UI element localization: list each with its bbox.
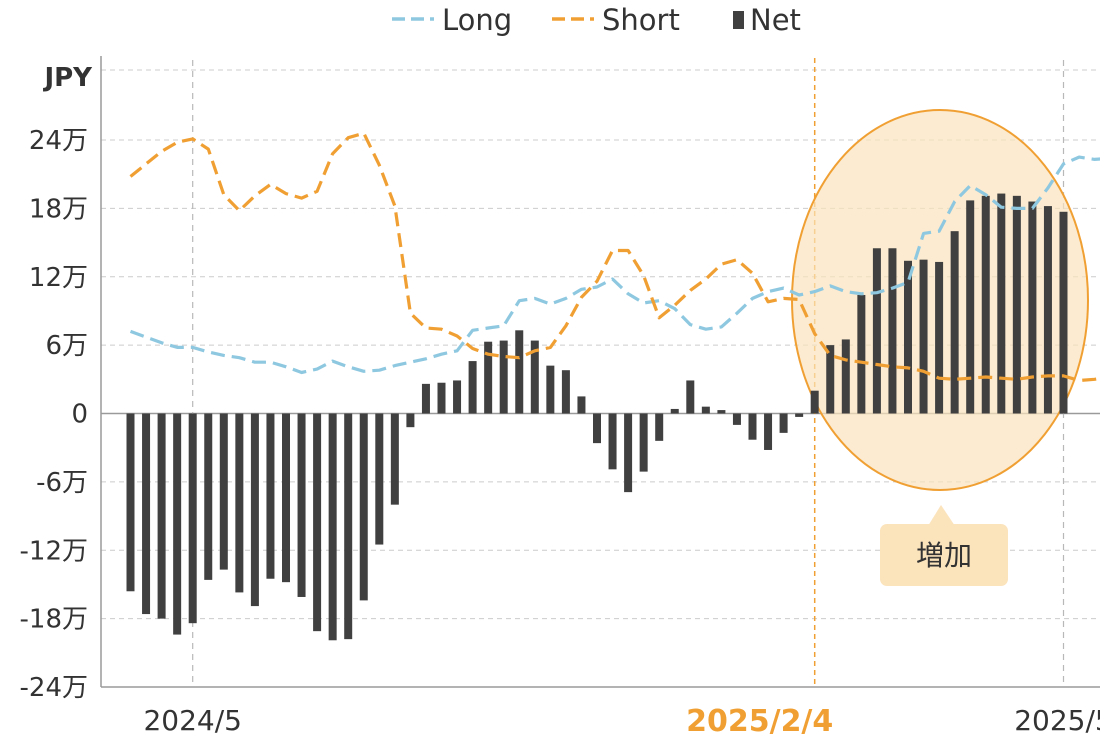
net-bar [499,340,508,414]
y-tick-label: 18万 [29,194,88,224]
y-tick-label: 6万 [45,331,88,361]
net-bar [313,413,322,632]
net-bar [1012,195,1021,414]
net-bar [282,413,290,583]
net-bar [826,345,835,414]
net-bar [779,413,788,433]
y-tick-label: 0 [71,400,88,430]
highlight-date-label: 2025/2/4 [686,704,833,739]
x-tick-label: 2024/5 [143,704,242,737]
axes: 24万 18万 12万 6万 0 -6万 -12万 -18万 -24万 2024/5 2025/5 2… [20,56,1100,739]
callout-pointer [928,505,955,526]
net-bar [639,413,648,472]
net-bar [732,413,741,425]
net-bar [515,330,524,414]
net-bar [608,413,617,470]
net-bar [919,259,928,414]
net-bar [297,413,306,597]
net-bar [997,193,1006,414]
net-bar [344,413,353,640]
legend: Long Short Net [392,3,801,37]
net-bars [126,193,1068,641]
net-bar [904,260,912,414]
net-bar [437,382,446,414]
net-bar [561,370,570,414]
net-bar [701,406,710,414]
net-bar [670,408,679,414]
net-bar [888,248,897,414]
net-bar [173,413,182,635]
net-bar [359,413,368,601]
net-bar [375,413,384,545]
net-bar [421,383,430,414]
y-tick-label: 24万 [29,126,88,156]
net-bar [157,413,166,619]
net-bar [764,413,773,450]
net-bar [546,365,555,414]
net-bar [390,413,399,505]
y-tick-label: -18万 [20,605,88,635]
net-bar [204,413,213,580]
legend-label: Net [750,3,801,37]
net-bar [872,248,881,414]
net-bar [468,361,477,414]
y-axis-unit: JPY [42,63,93,93]
net-bar [857,294,866,414]
net-bar [1059,211,1068,414]
net-bar [266,413,275,579]
net-bar [686,380,695,414]
net-bar [624,413,633,493]
net-bar [810,390,819,414]
net-bar [219,413,228,570]
series-lines [129,131,1100,383]
net-bar [142,413,151,615]
net-bar [593,413,601,444]
net-bar [841,339,850,414]
net-bar [1028,201,1037,414]
net-bar [250,413,259,607]
net-bar [484,341,493,414]
net-bar [950,231,959,414]
net-bar [530,340,539,414]
short-line [129,131,1100,383]
callout-box [880,524,1008,586]
net-bar [1043,206,1052,414]
y-tick-label: -24万 [20,673,88,703]
net-bar [406,413,415,428]
net-bar [453,380,462,414]
legend-label: Short [602,3,680,37]
net-bar [795,413,804,417]
net-bar [235,413,244,593]
legend-swatch [733,11,744,29]
long-line [129,155,1100,375]
callout-label: 増加 [916,539,972,572]
net-bar [188,413,197,624]
y-tick-label: -12万 [20,536,88,566]
net-bar [935,261,944,414]
net-bar [717,410,726,414]
net-bar [328,413,337,641]
net-bar [126,413,135,592]
y-tick-label: -6万 [36,468,88,498]
net-bar [981,195,990,414]
net-bar [655,413,664,441]
y-tick-label: 12万 [29,263,88,293]
net-bar [966,200,975,414]
net-bar [577,396,586,414]
x-tick-label: 2025/5 [1014,704,1100,737]
net-bar [748,413,757,440]
legend-label: Long [442,3,512,37]
